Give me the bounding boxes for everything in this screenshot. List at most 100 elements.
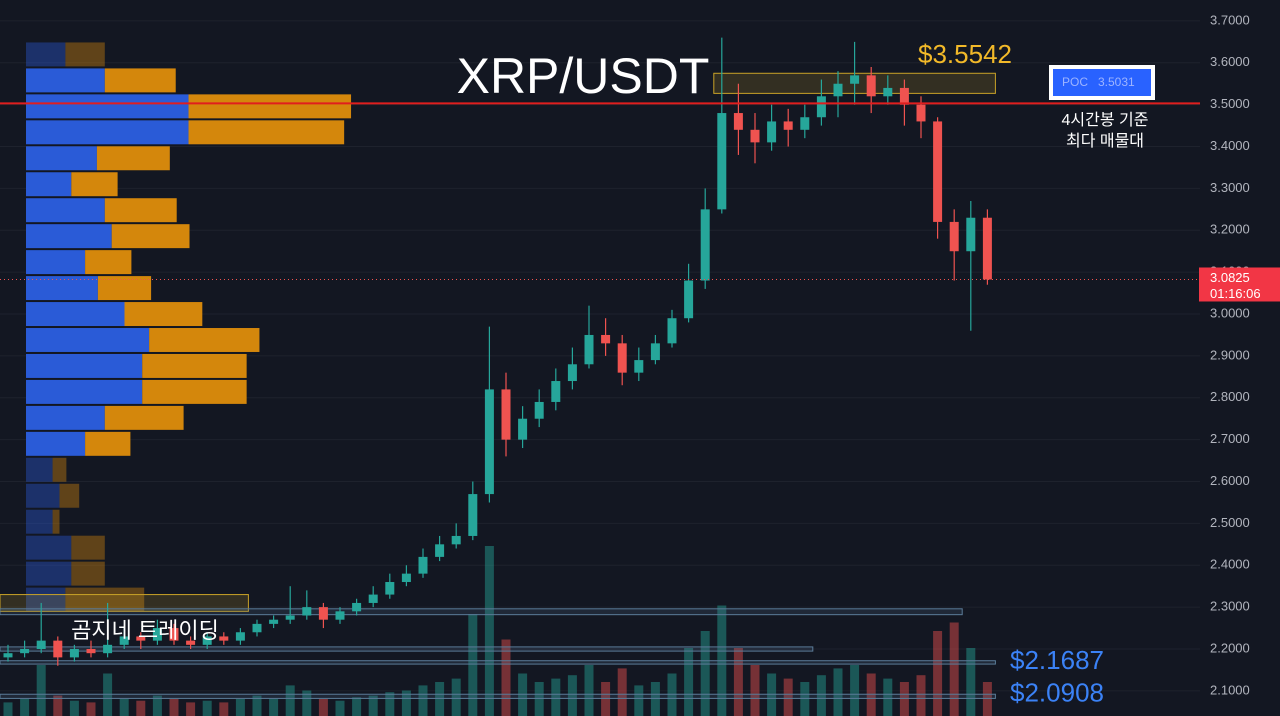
candle-body — [783, 121, 793, 130]
candle-body — [20, 649, 30, 654]
poc-note: 최다 매물대 — [1066, 132, 1144, 150]
candle-body — [302, 607, 312, 616]
y-tick-label: 3.7000 — [1210, 12, 1250, 27]
y-tick-label: 2.9000 — [1210, 347, 1250, 362]
volume-bar — [235, 699, 245, 716]
profile-buy — [26, 328, 150, 352]
candle-body — [700, 209, 710, 281]
candle-body — [518, 418, 528, 440]
candle-body — [252, 623, 262, 633]
candle-body — [933, 121, 943, 222]
profile-buy — [26, 250, 86, 275]
profile-buy — [26, 483, 60, 508]
zone — [0, 646, 814, 652]
profile-sell — [65, 42, 105, 67]
chart-title: XRP/USDT — [457, 48, 710, 104]
y-tick-label: 2.3000 — [1210, 599, 1250, 614]
candle-body — [883, 87, 893, 97]
candle-body — [401, 573, 411, 583]
candle-body — [69, 649, 79, 658]
volume-bar — [700, 631, 710, 716]
volume-bar — [401, 690, 411, 716]
profile-sell — [142, 379, 247, 404]
y-tick-label: 3.2000 — [1210, 222, 1250, 237]
volume-bar — [20, 699, 30, 716]
profile-sell — [188, 94, 352, 119]
y-tick-label: 2.2000 — [1210, 640, 1250, 655]
volume-bar — [783, 678, 793, 716]
zone — [0, 693, 996, 699]
volume-bar — [53, 695, 63, 716]
volume-bar — [966, 648, 976, 716]
candle-body — [833, 83, 843, 97]
profile-sell — [71, 561, 105, 586]
candle-body — [484, 389, 494, 495]
price-axis: 2.1000 2.2000 2.3000 2.4000 2.5000 2.6000 2.70… — [1199, 12, 1280, 697]
profile-buy — [26, 561, 72, 586]
profile-sell — [104, 198, 177, 223]
volume-bar — [501, 639, 511, 716]
volume-bar — [152, 695, 162, 716]
candle-body — [584, 334, 594, 365]
y-tick-label: 3.4000 — [1210, 138, 1250, 153]
candle-body — [949, 221, 959, 252]
profile-sell — [111, 224, 190, 249]
profile-buy — [26, 224, 112, 249]
y-tick-label: 3.5000 — [1210, 96, 1250, 111]
candle-body — [617, 343, 627, 373]
volume-bar — [650, 682, 660, 716]
volume-bar — [534, 682, 544, 716]
candle-body — [219, 636, 229, 641]
candle-body — [501, 389, 511, 440]
volume-bar — [617, 668, 627, 716]
profile-sell — [71, 535, 105, 560]
candle-body — [435, 544, 445, 557]
volume-bar — [750, 665, 760, 716]
profile-buy — [26, 302, 125, 327]
volume-bar — [186, 702, 196, 716]
poc-box — [1053, 69, 1151, 96]
volume-bar — [667, 673, 677, 716]
candle-body — [451, 535, 461, 545]
y-tick-label: 2.8000 — [1210, 389, 1250, 404]
candle-body — [368, 594, 378, 603]
candle-body — [767, 121, 777, 143]
candle-body — [119, 636, 129, 645]
candle-body — [136, 636, 146, 641]
profile-sell — [142, 353, 247, 378]
y-tick-label: 2.6000 — [1210, 473, 1250, 488]
candle-body — [966, 217, 976, 252]
profile-sell — [52, 509, 60, 534]
profile-sell — [97, 276, 152, 301]
volume-bar — [634, 685, 644, 716]
volume-bar — [933, 631, 943, 716]
volume-bar — [318, 699, 328, 716]
volume-bar — [816, 675, 826, 716]
volume-bar — [484, 546, 494, 716]
last-price-countdown: 01:16:06 — [1210, 286, 1261, 301]
volume-bar — [601, 682, 611, 716]
profile-buy — [26, 146, 97, 171]
candle-body — [269, 619, 279, 624]
volume-bar — [418, 685, 428, 716]
candle-body — [186, 640, 196, 645]
profile-buy — [26, 587, 66, 612]
volume-bar — [36, 665, 46, 716]
profile-sell — [104, 405, 184, 430]
volume-bar — [567, 675, 577, 716]
volume-bar — [733, 648, 743, 716]
candle-body — [750, 129, 760, 143]
volume-bar — [584, 665, 594, 716]
candle-body — [634, 360, 644, 373]
last-price-box — [1199, 267, 1280, 302]
candle-body — [152, 628, 162, 641]
profile-sell — [85, 250, 132, 275]
volume-bar — [103, 673, 113, 716]
zone — [0, 594, 249, 612]
profile-sell — [149, 328, 260, 352]
volume-bar — [119, 699, 129, 716]
poc-value: 3.5031 — [1098, 75, 1135, 89]
volume-bar — [551, 678, 561, 716]
